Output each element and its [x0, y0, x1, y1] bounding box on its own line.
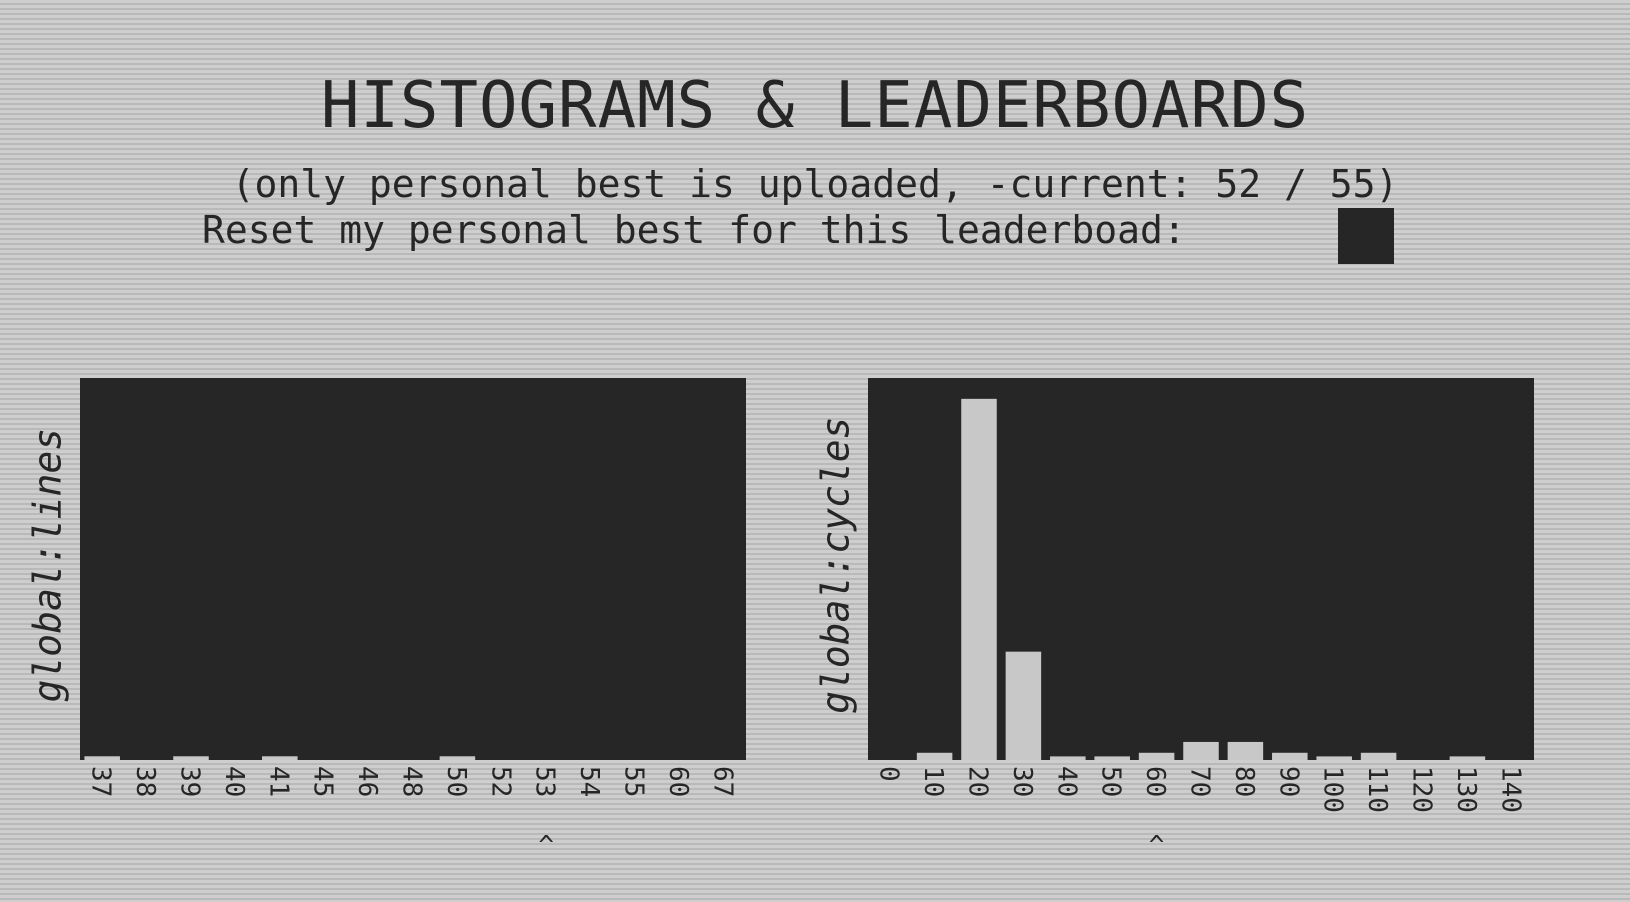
histogram-bar — [1272, 752, 1308, 760]
histogram-bar — [1227, 741, 1264, 760]
x-tick-label: 120 — [1407, 766, 1437, 813]
x-tick-label: 37 — [86, 766, 116, 797]
current-score-marker: ^ — [1149, 831, 1165, 861]
reset-label: Reset my personal best for this leaderbo… — [202, 208, 1186, 252]
histogram-bar — [173, 756, 209, 760]
x-tick-label: 39 — [175, 766, 205, 797]
x-tick-label: 67 — [707, 766, 737, 797]
x-tick-label: 48 — [397, 766, 427, 797]
histogram-bar — [916, 752, 953, 760]
x-tick-label: 110 — [1362, 766, 1392, 813]
histogram-bar — [961, 398, 997, 760]
x-tick-label: 10 — [918, 766, 948, 797]
histogram-bar — [84, 756, 120, 760]
x-tick-label: 54 — [574, 766, 604, 797]
x-tick-label: 100 — [1318, 766, 1348, 813]
x-tick-label: 41 — [263, 766, 293, 797]
histogram-bar — [1138, 752, 1175, 760]
histogram-bar — [1050, 756, 1086, 760]
current-score-marker: ^ — [538, 831, 554, 861]
x-tick-label: 20 — [963, 766, 993, 797]
y-axis-label: global:cycles — [814, 416, 858, 713]
page-title: HISTOGRAMS & LEADERBOARDS — [320, 69, 1310, 143]
histogram-bar — [1360, 752, 1397, 760]
x-tick-label: 70 — [1185, 766, 1215, 797]
x-tick-label: 90 — [1273, 766, 1303, 797]
x-tick-label: 52 — [485, 766, 515, 797]
histogram-bar — [439, 756, 476, 760]
x-tick-label: 60 — [1140, 766, 1170, 797]
x-tick-label: 30 — [1007, 766, 1037, 797]
x-tick-label: 60 — [663, 766, 693, 797]
histogram-bar — [1449, 756, 1486, 760]
x-tick-label: 46 — [352, 766, 382, 797]
x-tick-label: 0 — [874, 766, 904, 782]
x-tick-label: 80 — [1229, 766, 1259, 797]
x-tick-label: 53 — [530, 766, 560, 797]
histogram-bar — [1183, 741, 1219, 760]
page-subtitle: (only personal best is uploaded, -curren… — [231, 162, 1399, 206]
x-tick-label: 50 — [441, 766, 471, 797]
reset-personal-best-button[interactable] — [1338, 208, 1394, 264]
x-tick-label: 40 — [1051, 766, 1081, 797]
x-tick-label: 45 — [308, 766, 338, 797]
x-tick-label: 40 — [219, 766, 249, 797]
histogram-bar — [262, 756, 298, 760]
x-tick-label: 55 — [619, 766, 649, 797]
histogram-bar — [1316, 756, 1352, 760]
histogram-bar — [1005, 651, 1042, 760]
x-tick-label: 140 — [1495, 766, 1525, 813]
y-axis-label: global:lines — [26, 428, 70, 703]
chart-plot-area — [80, 378, 746, 760]
histogram-bar — [1094, 756, 1130, 760]
x-tick-label: 38 — [130, 766, 160, 797]
x-tick-label: 50 — [1096, 766, 1126, 797]
x-tick-label: 130 — [1451, 766, 1481, 813]
